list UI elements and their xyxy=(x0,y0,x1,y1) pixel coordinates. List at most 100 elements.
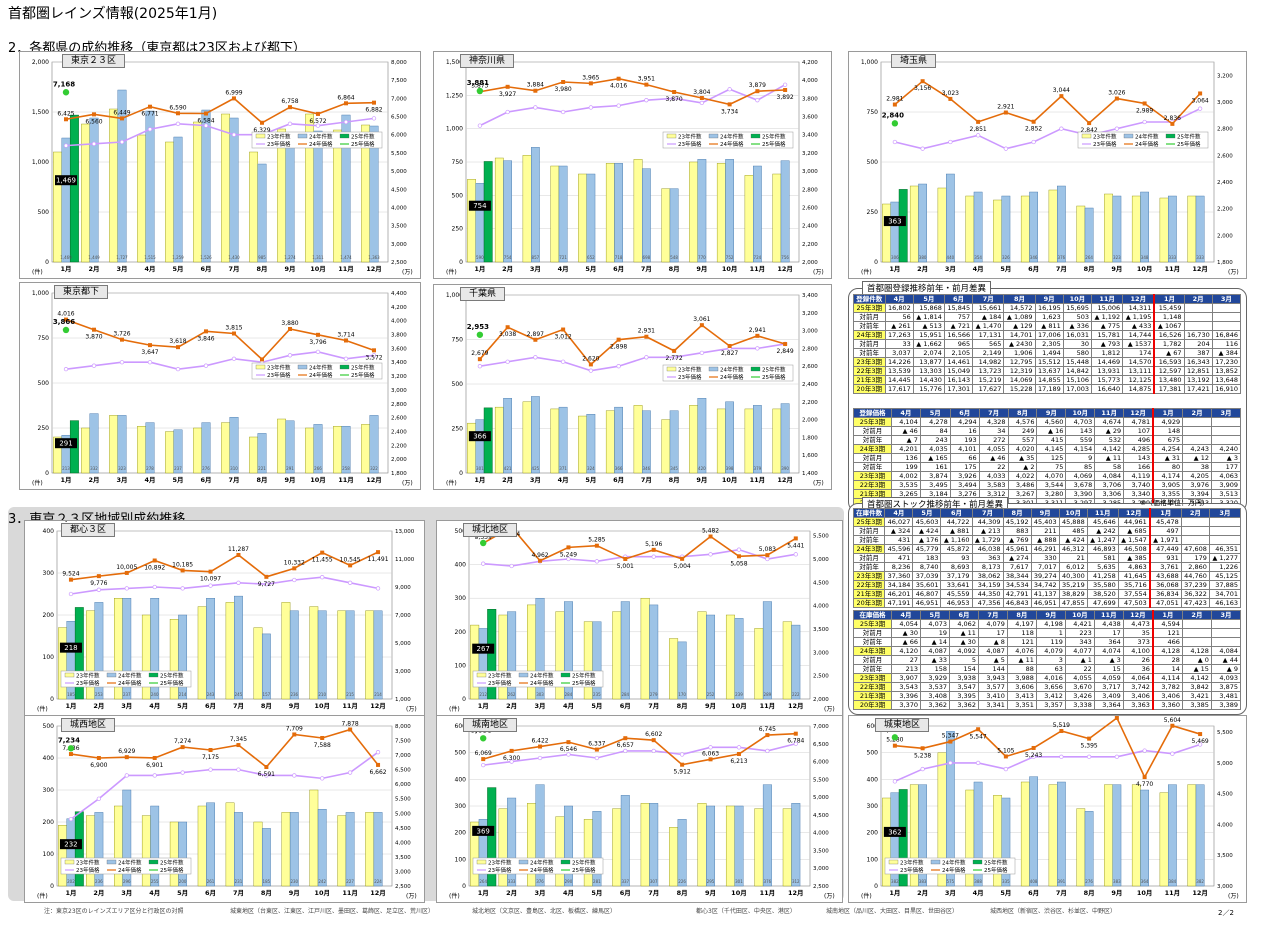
bar-value-label: 376 xyxy=(1058,255,1066,260)
price-line-23-point xyxy=(671,96,677,101)
table-row: 対前年 199 161 175 22 ▲ 2 75 85 58 166 80 38 177 xyxy=(853,462,1241,472)
x-tick-label: 7月 xyxy=(641,265,652,273)
table-cell xyxy=(1180,526,1210,536)
table-stock-price: 在庫価格 4月 5月 6月 7月 8月 9月 10月 11月 12月 1月 2月 3月 25年3期 4,05… xyxy=(852,610,1242,710)
table-registration-price: 登録価格 4月 5月 6月 7月 8月 9月 10月 11月 12月 1月 2月 3月 25年3期 4,10… xyxy=(853,408,1241,508)
table-cell: 3,929 xyxy=(920,673,950,683)
y-axis-unit: (件) xyxy=(37,892,48,900)
table-cell: 3,364 xyxy=(1093,700,1124,710)
table-cell: 223 xyxy=(1064,628,1095,638)
table-row-label: 25年3期 xyxy=(852,619,893,629)
legend-label: 24年価格 xyxy=(720,373,744,381)
bar-24 xyxy=(973,781,983,887)
table-cell: 17,627 xyxy=(972,384,1005,394)
legend-label: 24年価格 xyxy=(530,866,554,874)
chart-panel-toshin3: 0 100 200 300 400 1,000 3,000 5,000 7,000 9,000 11… xyxy=(24,520,425,716)
price-line-24-point xyxy=(644,82,649,87)
price-line-24-point xyxy=(176,111,180,116)
bar-value-label: 398 xyxy=(726,466,734,471)
table-row: 21年3期 14,445 14,430 16,143 15,219 14,069 14,85… xyxy=(853,375,1242,385)
table-cell: 4,016 xyxy=(1035,673,1066,683)
price-line-24-point xyxy=(208,748,213,752)
price-line-24-point xyxy=(1059,94,1064,99)
bar-23 xyxy=(754,808,764,887)
y-tick-label: 500 xyxy=(455,750,467,757)
price-line-23-point xyxy=(509,759,514,764)
table-cell: 14,982 xyxy=(972,357,1005,367)
bar-24 xyxy=(649,604,659,700)
price-24-label: 3,927 xyxy=(499,91,516,98)
table-cell: 4,142 xyxy=(1094,444,1125,454)
x-tick-label: 6月 xyxy=(205,702,216,710)
y2-tick-label: 5,000 xyxy=(1217,761,1233,767)
table-cell: 121 xyxy=(1151,628,1183,638)
bar-24 xyxy=(586,414,596,474)
bar25-label: 232 xyxy=(64,841,77,849)
table-cell: 496 xyxy=(1123,435,1154,445)
bar-value-label: 333 xyxy=(1169,255,1177,260)
y2-tick-label: 2,600 xyxy=(802,364,818,370)
table-cell: 36,322 xyxy=(1180,589,1210,599)
y2-tick-label: 1,000 xyxy=(395,697,411,703)
bar-25 xyxy=(487,787,497,887)
y2-tick-label: 4,000 xyxy=(813,831,829,837)
bar-24 xyxy=(725,401,734,474)
price-line-24-point xyxy=(765,733,770,738)
bar-value-label: 243 xyxy=(207,692,215,697)
price-line-23-point xyxy=(287,121,293,126)
price-line-24-point xyxy=(148,104,152,109)
legend-swatch xyxy=(560,859,571,865)
legend-swatch xyxy=(106,672,117,678)
y-tick-label: 600 xyxy=(455,723,467,730)
bar-23 xyxy=(249,436,258,474)
price-line-24-point xyxy=(348,727,353,732)
x-tick-label: 3月 xyxy=(530,476,541,484)
price-line-23-point xyxy=(533,105,538,110)
bar-value-label: 371 xyxy=(559,466,567,471)
table-cell: 14 xyxy=(1151,664,1183,674)
price-line-24-point xyxy=(736,554,741,559)
y2-tick-label: 9,000 xyxy=(395,585,411,591)
table-header-label: 登録価格 xyxy=(853,408,892,418)
bar-23 xyxy=(333,425,342,474)
x-tick-label: 12月 xyxy=(788,702,804,710)
x-tick-label: 5月 xyxy=(591,889,602,897)
bar-value-label: 420 xyxy=(698,466,706,471)
price-24-label: 3,044 xyxy=(1053,87,1070,94)
price-line-23-point xyxy=(1142,748,1147,753)
table-row: 対前年 ▲ 261 ▲ 513 ▲ 721 ▲ 1,470 ▲ 129 ▲ 811 ▲ 336… xyxy=(853,321,1242,331)
x-tick-label: 9月 xyxy=(284,265,295,273)
price-line-23-point xyxy=(782,82,788,87)
x-tick-label: 6月 xyxy=(1028,889,1039,897)
x-tick-label: 5月 xyxy=(172,476,183,484)
table-row-label: 20年3期 xyxy=(852,598,886,608)
price-line-23-point xyxy=(1003,146,1009,151)
table-cell: ▲ 1,662 xyxy=(912,339,945,349)
x-tick-label: 9月 xyxy=(1111,889,1122,897)
price-24-label: 6,657 xyxy=(617,742,634,749)
price-line-24 xyxy=(70,551,379,581)
table-cell: 3,410 xyxy=(977,691,1008,701)
table-cell xyxy=(1181,628,1212,638)
table-cell: 3,408 xyxy=(920,691,950,701)
price-24-label: 6,069 xyxy=(475,750,492,757)
legend-swatch xyxy=(1123,133,1134,139)
table-cell: 15,228 xyxy=(1003,384,1036,394)
table-cell: 17,381 xyxy=(1153,384,1185,394)
y2-tick-label: 5,500 xyxy=(395,797,411,803)
table-cell: 4,074 xyxy=(1093,646,1124,656)
price-line-23-point xyxy=(1170,751,1175,756)
bar-value-label: 284 xyxy=(621,692,629,697)
x-tick-label: 8月 xyxy=(256,265,267,273)
table-cell: 37,039 xyxy=(912,571,942,581)
table-cell: 4,079 xyxy=(1035,646,1066,656)
table-cell: 46,893 xyxy=(1086,544,1119,554)
table-cell: 38,520 xyxy=(1086,589,1119,599)
table-cell: 35 xyxy=(1122,628,1154,638)
table-row-label: 対前年 xyxy=(852,562,886,572)
bar-value-label: 333 xyxy=(508,879,516,884)
y-tick-label: 500 xyxy=(867,159,879,166)
bar25-label-box xyxy=(468,431,491,442)
y2-tick-label: 2,200 xyxy=(391,443,407,449)
legend-swatch xyxy=(666,133,677,139)
